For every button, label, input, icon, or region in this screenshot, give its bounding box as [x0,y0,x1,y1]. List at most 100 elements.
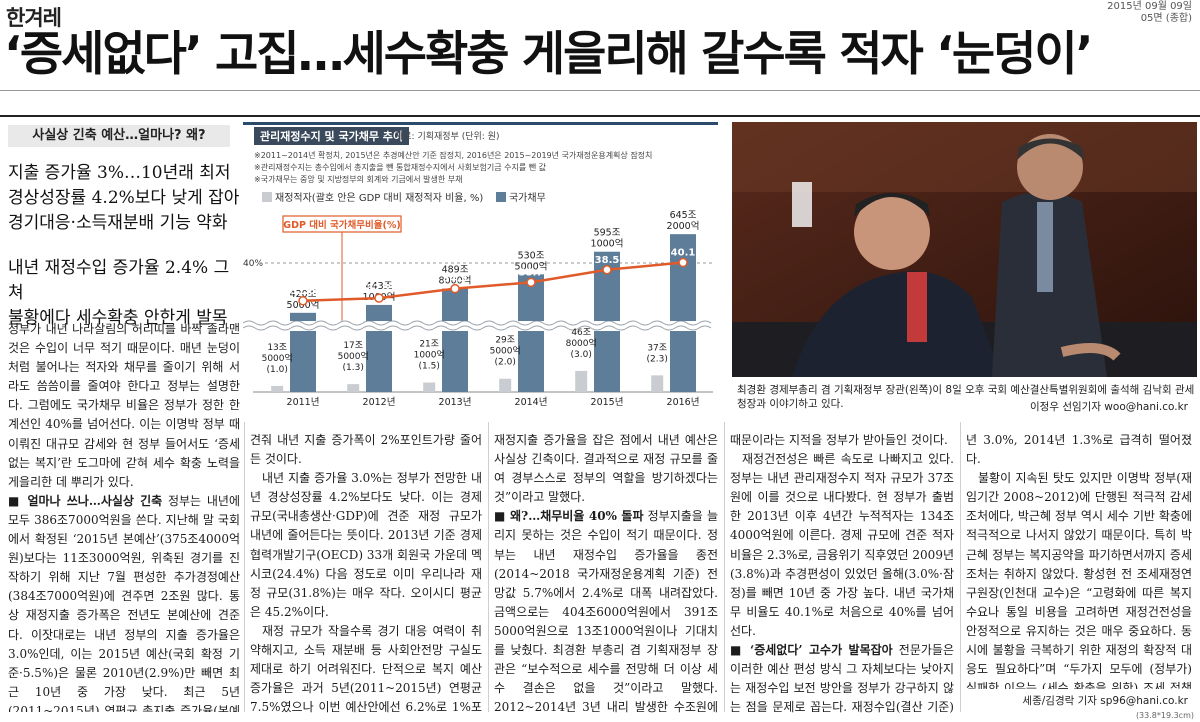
ratio-point [526,277,536,288]
article-col-4: 때문이라는 지적을 정부가 받아들인 것이다. 재정건전성은 빠른 속도로 나빠… [730,431,954,713]
paragraph: 불황이 지속된 탓도 있지만 이명박 정부(재임기간 2008~2012)에 단… [966,471,1192,689]
deficit-value-label: (2.0) [495,358,516,368]
paragraph: 정부는 내년에 모두 386조7000억원을 쓴다. 지난해 말 국회에서 확정… [8,493,240,712]
column-divider [960,422,961,712]
debt-value-label: 530조 [518,250,545,261]
paragraph: 정부가 내년 나라살림의 허리띠를 바짝 졸라맨 것은 수입이 너무 적기 때문… [8,322,240,489]
category-label: 2016년 [667,397,700,408]
category-label: 2013년 [439,397,472,408]
ratio-point [678,257,688,268]
debt-bar-lower [594,331,620,392]
deficit-value-label: (2.3) [647,354,668,364]
size-code: (33.8*19.3cm) [1135,711,1194,720]
axis-break [243,320,712,326]
ratio-value-label: 34.3 [443,274,468,285]
deficit-value-label: 5000억 [490,345,521,357]
news-photo [732,122,1197,377]
deck-line: 경상성장률 4.2%보다 낮게 잡아 [8,188,240,208]
deficit-value-label: 5000억 [338,350,369,362]
deficit-bar [499,378,512,392]
chart-plot: 40%420조5000억13조5000억(1.0)2011년443조1000억1… [243,210,713,408]
subhead: ■ ‘증세없다’ 고수가 발목잡아 [730,643,893,658]
paragraph: 재정건전성은 빠른 속도로 나빠지고 있다. 정부는 내년 관리재정수지 적자 … [730,452,954,638]
subhead: ■ 얼마나 쓰나…사실상 긴축 [8,493,163,508]
legend-swatch [262,192,272,202]
debt-bar-lower [290,331,316,392]
legend-label: 국가채무 [508,193,546,204]
debt-value-label: 5000억 [515,260,548,272]
debt-bar [670,234,696,321]
axis-break [243,325,712,331]
ratio-value-label: 31.6 [291,286,316,297]
debt-value-label: 645조 [670,210,697,221]
article-col-5: 년 3.0%, 2014년 1.3%로 급격히 떨어졌다. 불황이 지속된 탓도… [966,431,1192,689]
deficit-value-label: (3.0) [571,350,592,360]
debt-bar [442,288,468,321]
deficit-bar [271,385,284,392]
column-divider [724,422,725,712]
deficit-value-label: 5000억 [262,352,293,364]
issue-meta: 2015년 09월 09일 05면 (종합) [1107,1,1192,25]
photo-caption: 최경환 경제부총리 겸 기획재정부 장관(왼쪽)이 8일 오후 국회 예산결산특… [737,384,1195,410]
debt-value-label: 8000억 [439,275,472,287]
deck-1: 지출 증가율 3%…10년래 최저 경상성장률 4.2%보다 낮게 잡아 경기대… [8,161,240,236]
paragraph: 재정지출 증가율을 잡은 점에서 내년 예산은 사실상 긴축이다. 결과적으로 … [494,433,718,505]
paragraph: 정부지출을 늘리지 못하는 것은 수입이 적기 때문이다. 정부는 내년 재정수… [494,509,718,713]
debt-bar [594,251,620,321]
legend-label: 재정적자(괄호 안은 GDP 대비 재정적자 비율, %) [275,193,484,204]
chart-legend: 재정적자(괄호 안은 GDP 대비 재정적자 비율, %) 국가채무 [262,189,546,204]
ratio-value-label: 40.1 [671,248,696,259]
paragraph: 년 3.0%, 2014년 1.3%로 급격히 떨어졌다. [966,433,1192,467]
deficit-bar [575,370,588,392]
deficit-value-label: 8000억 [566,337,597,349]
paragraph: 전문가들은 이러한 예산 편성 방식 그 자체보다는 낮아지는 재정수입 보전 … [730,643,954,713]
deficit-value-label: 46조 [571,328,591,338]
headline-rule [0,90,1200,91]
deficit-bar [347,384,360,392]
chart-title: 관리재정수지 및 국가채무 추이 [254,127,410,145]
deficit-value-label: 21조 [419,340,439,350]
ratio-value-label: 32.2 [367,283,392,294]
paragraph: 재정 규모가 작을수록 경기 대응 여력이 취약해지고, 소득 재분배 등 사회… [250,623,482,713]
debt-value-label: 595조 [594,228,621,239]
ratio-value-label: 35.7 [519,267,544,278]
ratio-point [374,293,384,303]
deficit-bar [423,382,436,392]
debt-bar-lower [442,331,468,392]
byline: 세종/김경락 기자 sp96@hani.co.kr [1022,695,1188,707]
debt-value-label: 443조 [366,281,393,292]
debt-bar-lower [670,331,696,392]
debt-bar [290,312,316,321]
ratio-line [302,261,684,303]
chart-note: ※2011~2014년 확정치, 2015년은 추경예산안 기준 잠정치, 20… [254,151,653,160]
ratio-point [602,265,612,275]
photo-illustration [732,122,1197,377]
article-col-2: 견줘 내년 지출 증가폭이 2%포인트가량 줄어든 것이다. 내년 지출 증가율… [250,431,482,713]
reference-label: 40% [243,259,263,269]
category-label: 2012년 [363,397,396,408]
category-label: 2014년 [515,397,548,408]
deficit-value-label: (1.5) [419,362,440,372]
chart-note: ※관리재정수지는 총수입에서 총지출을 뺀 통합재정수지에서 사회보험기금 수지… [254,163,547,172]
ratio-point [298,296,308,306]
legend-swatch [495,192,506,202]
deck-2: 내년 재정수입 증가율 2.4% 그쳐 불황에다 세수확충 안한게 발목 [8,256,240,331]
date-line: 2015년 09월 09일 [1107,1,1192,12]
deficit-value-label: (1.0) [267,365,288,375]
paragraph: 견줘 내년 지출 증가폭이 2%포인트가량 줄어든 것이다. [250,433,482,467]
deficit-value-label: 37조 [647,343,667,353]
chart-notes: ※2011~2014년 확정치, 2015년은 추경예산안 기준 잠정치, 20… [254,150,714,186]
deficit-value-label: 17조 [343,341,363,351]
deficit-value-label: 13조 [267,343,287,353]
debt-bar-lower [518,331,544,392]
deficit-value-label: 1000억 [414,349,445,361]
headline: ‘증세없다’ 고집…세수확충 게을리해 갈수록 적자 ‘눈덩이’ [4,27,1094,82]
ratio-point [450,283,460,294]
photo-credit: 이정우 선임기자 woo@hani.co.kr [1030,401,1188,413]
column-divider [488,422,489,712]
debt-value-label: 489조 [442,265,469,276]
deck-line: 경기대응·소득재분배 기능 약화 [8,213,228,233]
chart-note: ※국가채무는 중앙 및 지방정부의 회계와 기금에서 발생한 부채 [254,175,463,184]
debt-value-label: 420조 [290,289,317,300]
chart-source: 자료: 기획재정부 (단위: 원) [395,132,500,142]
